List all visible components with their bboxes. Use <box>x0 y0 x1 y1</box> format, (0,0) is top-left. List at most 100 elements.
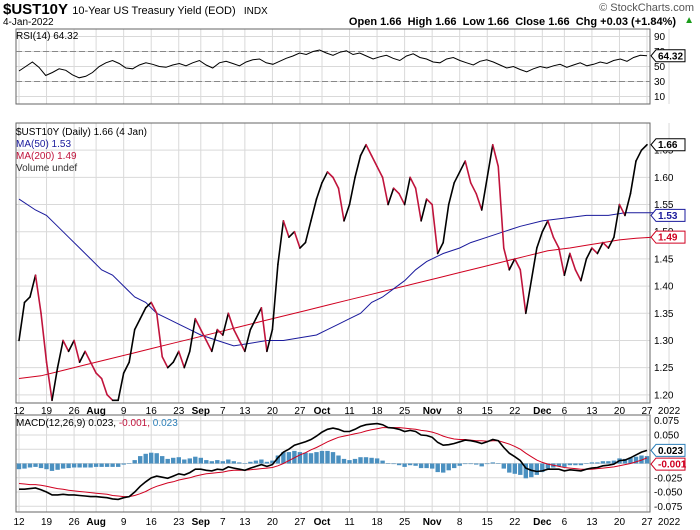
price-segment <box>128 328 136 364</box>
price-segment <box>381 176 389 206</box>
x-tick-label: 12 <box>13 517 25 528</box>
exchange: INDX <box>243 6 268 17</box>
macd-histogram-bar <box>633 456 639 464</box>
price-segment <box>216 328 224 336</box>
price-segment <box>502 247 511 271</box>
price-segment <box>122 361 130 374</box>
x-tick-label: 20 <box>614 406 626 417</box>
price-last-label-box <box>650 138 686 152</box>
macd-histogram-bar <box>363 457 369 464</box>
price-segment <box>486 143 494 179</box>
price-x-axis: 12 19 26 Aug 9 16 23 Sep 7 13 20 27 Oct 11 18 25 Nov 8 15 2… <box>13 406 680 417</box>
price-segment <box>321 171 329 184</box>
macd-histogram-bar <box>77 463 82 468</box>
price-segment <box>508 258 516 271</box>
price-segment <box>409 176 417 190</box>
macd-histogram-bar <box>204 460 209 464</box>
macd-histogram-bar <box>237 462 242 464</box>
macd-histogram-bar <box>286 452 292 464</box>
price-segment <box>376 165 384 179</box>
macd-histogram-bar <box>325 450 330 464</box>
macd-histogram-bar <box>248 461 253 464</box>
price-segment <box>475 192 483 211</box>
rsi-tick-label: 90 <box>654 32 666 43</box>
price-segment <box>227 312 235 331</box>
price-segment <box>585 247 593 260</box>
price-segment <box>480 176 489 211</box>
price-segment <box>387 187 395 206</box>
macd-histogram-bar <box>49 463 55 471</box>
price-segment <box>155 312 164 358</box>
macd-histogram-bar <box>391 463 396 465</box>
price-segment <box>530 247 538 282</box>
macd-histogram-bar <box>430 463 435 469</box>
price-segment <box>177 350 186 369</box>
macd-histogram-bar <box>380 460 385 464</box>
ma50-line <box>18 198 681 347</box>
macd-histogram-bar <box>66 463 71 469</box>
macd-signal-line <box>18 427 648 498</box>
macd-tick-label: -0.075 <box>654 502 683 513</box>
macd-histogram-bar <box>347 460 352 464</box>
price-segment <box>552 236 560 249</box>
macd-histogram-bar <box>116 463 121 467</box>
macd-tick-label: -0.050 <box>654 488 683 499</box>
price-segment <box>199 328 208 342</box>
macd-histogram-bar <box>358 457 363 464</box>
macd-histogram-bar <box>308 453 314 464</box>
macd-histogram-bar <box>611 460 617 464</box>
price-legend: $UST10Y (Daily) 1.66 (4 Jan) MA(50) 1.53… <box>16 127 147 175</box>
macd-histogram-bar <box>231 461 236 464</box>
signal-last-label: -0.001 <box>658 460 687 471</box>
macd-histogram-bar <box>44 463 49 470</box>
price-segment <box>106 394 114 402</box>
x-tick-label: 27 <box>641 517 653 528</box>
macd-histogram-bar <box>71 463 77 468</box>
price-segment <box>392 187 400 195</box>
x-tick-label: 27 <box>641 406 653 417</box>
price-segment <box>580 258 588 282</box>
macd-title-part3: 0.023 <box>149 418 178 429</box>
x-tick-label: Dec <box>533 406 552 417</box>
rsi-tick-label: 10 <box>654 92 666 103</box>
price-segment <box>211 328 219 353</box>
macd-histogram-bar <box>143 453 148 464</box>
macd-histogram-bar <box>22 463 27 469</box>
rsi-tick-label: 50 <box>654 62 666 73</box>
x-tick-label: 8 <box>457 517 463 528</box>
price-segment <box>51 366 59 402</box>
macd-histogram-bar <box>413 463 418 466</box>
macd-tick-label: -0.025 <box>654 473 683 484</box>
macd-histogram-bar <box>171 457 176 464</box>
price-segment <box>365 143 373 157</box>
price-segment <box>591 247 599 255</box>
macd-histogram-bar <box>441 463 446 473</box>
price-segment <box>420 198 428 222</box>
macd-histogram-bar <box>418 463 424 469</box>
price-tick-label: 1.25 <box>654 363 674 374</box>
macd-x-axis: 12 19 26 Aug 9 16 23 Sep 7 13 20 27 Oct 11 18 25 Nov 8 15 2… <box>13 517 680 528</box>
macd-histogram-bar <box>595 462 600 464</box>
price-segment <box>635 149 643 162</box>
quote-line: Open 1.66 High 1.66 Low 1.66 Close 1.66 … <box>349 16 676 28</box>
macd-title: MACD(12,26,9) 0.023, -0.001, 0.023 <box>16 418 178 429</box>
macd-histogram-bar <box>93 463 99 467</box>
price-segment <box>255 307 263 320</box>
macd-histogram-bar <box>270 460 275 464</box>
macd-histogram-bar <box>27 463 33 468</box>
header-title: $UST10Y 10-Year US Treasury Yield (EOD) … <box>3 1 268 18</box>
macd-histogram-bar <box>60 463 66 469</box>
price-segment <box>398 192 406 206</box>
price-segment <box>525 279 533 315</box>
macd-histogram-bar <box>523 463 528 479</box>
macd-histogram-bar <box>435 463 440 473</box>
x-tick-label: 16 <box>146 406 158 417</box>
price-segment <box>326 171 334 179</box>
price-segment <box>150 301 158 315</box>
macd-histogram-bar <box>424 463 429 469</box>
macd-tick-label: 0.075 <box>654 416 679 427</box>
macd-histogram-bar <box>385 463 391 464</box>
price-segment <box>447 182 455 206</box>
x-tick-label: 16 <box>146 517 158 528</box>
